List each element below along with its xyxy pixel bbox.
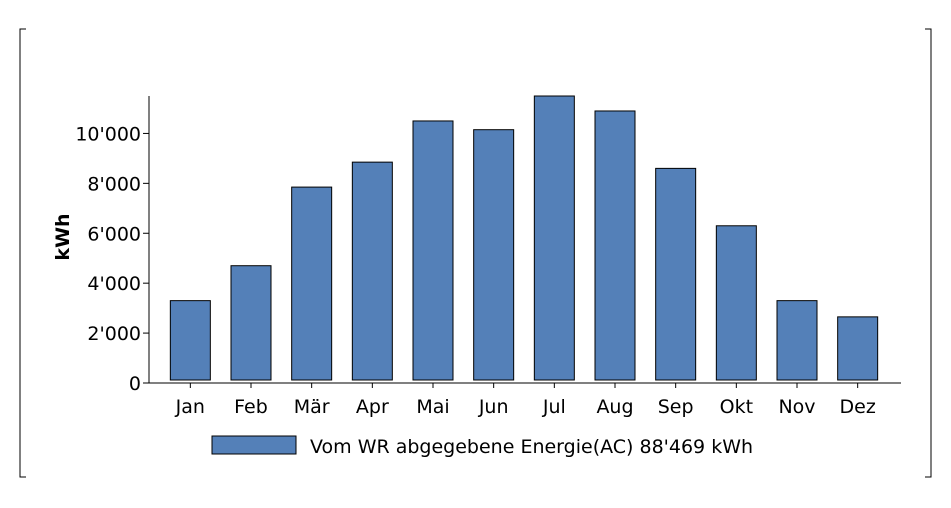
bar-nov: [776, 300, 818, 381]
frame-bracket-right: [925, 28, 932, 478]
x-tick-label: Aug: [596, 396, 633, 418]
bar-jun: [473, 129, 515, 381]
y-tick-label: 2'000: [87, 323, 141, 345]
bar-jul: [533, 95, 575, 381]
bar-jan: [169, 300, 211, 381]
y-axis-label: kWh: [52, 213, 74, 260]
x-tick-label: Nov: [778, 396, 815, 418]
x-tick-label: Feb: [234, 396, 268, 418]
x-tick-label: Apr: [356, 396, 389, 418]
legend-swatch: [211, 435, 297, 455]
y-axis-ticks: 0 2'000 4'000 6'000 8'000 10'000: [75, 123, 149, 395]
bar-feb: [230, 265, 272, 381]
bar-apr: [351, 161, 393, 381]
bars: [169, 95, 879, 381]
bar-mai: [412, 120, 454, 381]
legend: Vom WR abgegebene Energie(AC) 88'469 kWh: [211, 435, 753, 458]
x-tick-label: Jan: [175, 396, 205, 418]
x-axis-ticks: Jan Feb Mär Apr Mai Jun Jul Aug Sep Okt Nov Dez: [175, 383, 876, 418]
x-tick-label: Sep: [658, 396, 694, 418]
bar-mär: [291, 186, 333, 381]
bar-okt: [715, 225, 757, 381]
bar-aug: [594, 110, 636, 381]
x-tick-label: Mai: [416, 396, 449, 418]
bar-sep: [655, 167, 697, 381]
y-tick-label: 10'000: [75, 123, 141, 145]
y-tick-label: 8'000: [87, 173, 141, 195]
frame-bracket-left: [19, 28, 26, 478]
x-tick-label: Okt: [720, 396, 753, 418]
y-tick-label: 4'000: [87, 273, 141, 295]
x-tick-label: Dez: [840, 396, 876, 418]
y-tick-label: 6'000: [87, 223, 141, 245]
x-tick-label: Mär: [294, 396, 330, 418]
x-tick-label: Jun: [478, 396, 509, 418]
y-tick-label: 0: [129, 373, 141, 395]
bar-dez: [837, 316, 879, 381]
x-tick-label: Jul: [542, 396, 566, 418]
legend-label: Vom WR abgegebene Energie(AC) 88'469 kWh: [310, 436, 753, 458]
frame-brackets: [19, 28, 932, 478]
